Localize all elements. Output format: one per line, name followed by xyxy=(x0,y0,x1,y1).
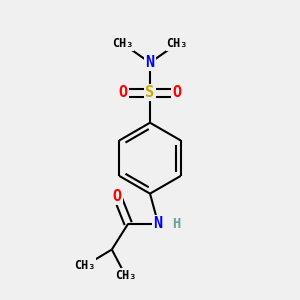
Text: CH₃: CH₃ xyxy=(112,37,134,50)
Text: O: O xyxy=(173,85,182,100)
Text: CH₃: CH₃ xyxy=(167,37,188,50)
Text: CH₃: CH₃ xyxy=(74,260,95,272)
Text: H: H xyxy=(172,217,180,231)
Text: O: O xyxy=(113,189,122,204)
Text: N: N xyxy=(154,216,163,231)
Text: CH₃: CH₃ xyxy=(115,269,136,282)
Text: N: N xyxy=(146,55,154,70)
Text: S: S xyxy=(146,85,154,100)
Text: O: O xyxy=(118,85,127,100)
